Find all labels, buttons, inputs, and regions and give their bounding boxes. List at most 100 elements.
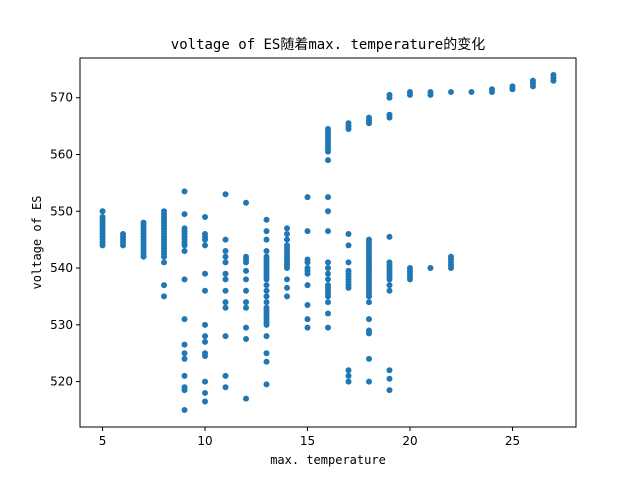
data-point	[263, 333, 270, 340]
data-point	[284, 236, 291, 243]
data-point	[365, 236, 372, 243]
data-point	[325, 125, 331, 132]
data-point	[365, 316, 372, 323]
data-point	[202, 350, 209, 357]
data-point	[263, 248, 270, 255]
x-tick-label: 25	[505, 434, 520, 448]
data-point	[222, 270, 229, 277]
data-point	[243, 287, 250, 294]
data-point	[284, 276, 291, 283]
data-point	[325, 324, 331, 331]
data-point	[202, 242, 209, 249]
data-point	[447, 89, 454, 96]
data-point	[202, 389, 209, 396]
data-point	[202, 398, 209, 405]
data-point	[222, 248, 229, 255]
data-point	[181, 372, 188, 379]
data-point	[304, 265, 311, 272]
data-point	[263, 236, 270, 243]
data-point	[304, 301, 311, 308]
data-point	[243, 199, 250, 206]
x-axis-ticks: 5 10 15 20 25	[99, 427, 520, 448]
data-point	[243, 299, 250, 306]
data-point	[181, 248, 188, 255]
data-point	[386, 387, 393, 394]
data-point	[263, 381, 270, 388]
data-point	[284, 293, 291, 300]
data-point	[284, 284, 291, 291]
data-point	[447, 253, 454, 260]
y-tick-label: 540	[50, 261, 73, 275]
data-point	[181, 188, 188, 195]
data-point	[222, 276, 229, 283]
data-point	[488, 86, 495, 93]
data-point	[202, 213, 209, 220]
data-point	[222, 259, 229, 266]
data-point	[345, 230, 352, 237]
data-point	[325, 282, 331, 289]
data-point	[120, 230, 127, 237]
data-point	[468, 89, 475, 96]
data-point	[243, 304, 250, 311]
data-point	[243, 395, 250, 402]
data-point	[325, 208, 331, 215]
data-point	[263, 358, 270, 365]
x-tick-label: 10	[197, 434, 212, 448]
y-tick-label: 570	[50, 91, 73, 105]
data-point	[325, 228, 331, 235]
data-point	[243, 324, 250, 331]
data-point	[202, 333, 209, 340]
data-point	[345, 367, 352, 374]
data-point	[161, 259, 168, 266]
data-point	[222, 333, 229, 340]
data-point	[365, 327, 372, 334]
data-point	[304, 282, 311, 289]
data-point	[263, 350, 270, 357]
chart-title: voltage of ES随着max. temperature的变化	[171, 37, 485, 53]
data-point	[345, 242, 352, 249]
data-point	[325, 310, 331, 317]
data-point	[222, 253, 229, 260]
data-point	[222, 299, 229, 306]
data-point	[243, 276, 250, 283]
data-point	[140, 219, 147, 226]
data-point	[181, 350, 188, 357]
data-point	[427, 265, 434, 272]
data-point	[263, 299, 270, 306]
data-point	[222, 372, 229, 379]
data-point	[263, 228, 270, 235]
data-point	[386, 111, 393, 118]
data-point	[263, 282, 270, 289]
data-point	[202, 270, 209, 277]
y-tick-label: 550	[50, 204, 73, 218]
data-point	[529, 77, 536, 84]
data-point	[284, 225, 291, 232]
y-tick-label: 560	[50, 148, 73, 162]
data-point	[345, 259, 352, 266]
data-point	[325, 276, 331, 283]
data-point	[325, 299, 331, 306]
data-point	[365, 114, 372, 121]
data-point	[181, 316, 188, 323]
data-point	[386, 375, 393, 382]
data-point	[304, 228, 311, 235]
data-point	[325, 194, 331, 201]
plot-frame	[79, 57, 577, 428]
data-point	[243, 253, 250, 260]
data-point	[509, 83, 516, 90]
data-point	[222, 304, 229, 311]
data-point	[304, 316, 311, 323]
data-point	[181, 384, 188, 391]
data-point	[222, 191, 229, 198]
data-point	[181, 211, 188, 218]
data-point	[202, 378, 209, 385]
y-tick-label: 530	[50, 318, 73, 332]
data-point	[181, 406, 188, 413]
data-point	[99, 208, 106, 215]
data-point	[325, 157, 331, 164]
data-point	[181, 341, 188, 348]
data-point	[365, 378, 372, 385]
data-point	[325, 265, 331, 272]
data-point	[161, 293, 168, 300]
